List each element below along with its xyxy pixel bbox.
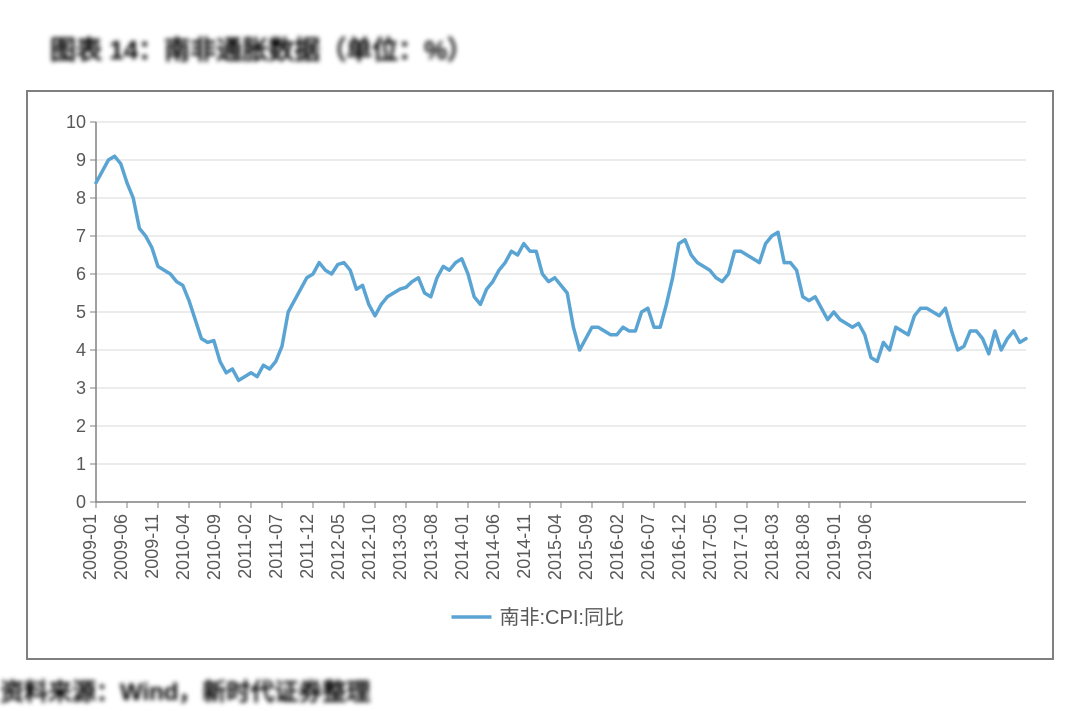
svg-text:2009-01: 2009-01 [80,514,100,580]
svg-text:7: 7 [76,226,86,246]
svg-text:2018-08: 2018-08 [793,514,813,580]
svg-text:南非:CPI:同比: 南非:CPI:同比 [500,606,624,629]
svg-text:2009-06: 2009-06 [111,514,131,580]
chart-frame: 0 1 2 3 4 5 6 7 8 9 10 2009-01 2009-06 2009-11 2010-04… [26,90,1054,660]
svg-text:2019-01: 2019-01 [824,514,844,580]
line-chart: 0 1 2 3 4 5 6 7 8 9 10 2009-01 2009-06 2009-11 2010-04… [28,92,1052,658]
svg-text:2014-06: 2014-06 [483,514,503,580]
svg-text:2010-09: 2010-09 [204,514,224,580]
svg-text:2017-05: 2017-05 [700,514,720,580]
svg-text:2019-06: 2019-06 [855,514,875,580]
svg-text:2016-07: 2016-07 [638,514,658,580]
svg-text:2013-08: 2013-08 [421,514,441,580]
svg-text:8: 8 [76,188,86,208]
svg-text:5: 5 [76,302,86,322]
svg-text:2017-10: 2017-10 [731,514,751,580]
svg-text:2015-04: 2015-04 [545,514,565,580]
svg-text:2018-03: 2018-03 [762,514,782,580]
svg-text:9: 9 [76,150,86,170]
svg-text:4: 4 [76,340,86,360]
svg-text:6: 6 [76,264,86,284]
svg-text:2016-12: 2016-12 [669,514,689,580]
svg-text:3: 3 [76,378,86,398]
svg-text:0: 0 [76,492,86,512]
svg-text:2: 2 [76,416,86,436]
svg-text:2011-02: 2011-02 [235,514,255,579]
svg-text:2010-04: 2010-04 [173,514,193,580]
svg-text:2012-05: 2012-05 [328,514,348,580]
svg-text:10: 10 [66,112,86,132]
svg-text:2012-10: 2012-10 [359,514,379,580]
page-root: 图表 14：南非通胀数据（单位：%） 0 1 2 3 4 5 6 7 8 9 10 2009-01 20… [0,0,1080,711]
svg-text:2013-03: 2013-03 [390,514,410,580]
svg-text:2011-07: 2011-07 [266,514,286,579]
source-caption: 资料来源：Wind，新时代证券整理 [0,672,370,707]
svg-text:2016-02: 2016-02 [607,514,627,580]
svg-text:2011-12: 2011-12 [297,514,317,579]
svg-text:2014-01: 2014-01 [452,514,472,580]
svg-text:2015-09: 2015-09 [576,514,596,580]
figure-title: 图表 14：南非通胀数据（单位：%） [50,30,473,67]
svg-text:2014-11: 2014-11 [514,514,534,579]
svg-text:2009-11: 2009-11 [142,514,162,579]
svg-text:1: 1 [76,454,86,474]
